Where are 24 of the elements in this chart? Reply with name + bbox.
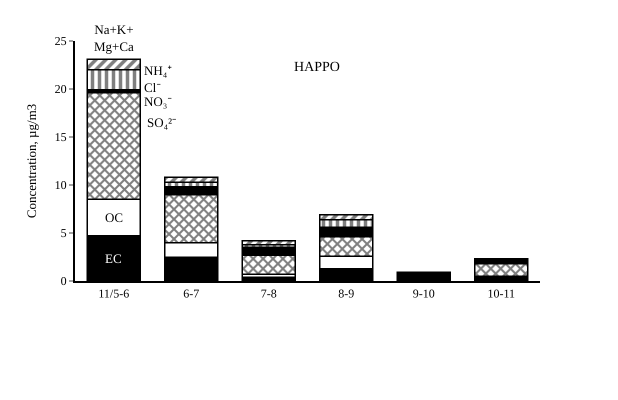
x-tick-label: 8-9 <box>338 286 354 300</box>
y-tick-label: 25 <box>54 34 67 48</box>
x-tick-label: 10-11 <box>487 286 516 300</box>
series-label: NH₄⁺ <box>144 63 172 78</box>
x-tick-label: 7-8 <box>260 286 277 300</box>
series-label: SO₄²⁻ <box>147 115 176 130</box>
y-tick-label: 10 <box>54 178 67 192</box>
x-tick-label: 6-7 <box>183 286 200 300</box>
x-tick-label: 11/5-6 <box>98 286 130 300</box>
bar <box>242 240 296 246</box>
y-tick-label: 0 <box>60 274 67 288</box>
x-tick-label: 9-10 <box>412 286 435 300</box>
y-axis-title: Concentration, µg/m3 <box>24 104 40 218</box>
series-label: NO₃⁻ <box>144 94 172 109</box>
series-label: Cl⁻ <box>144 80 160 95</box>
bar <box>474 262 528 277</box>
series-label: OC <box>105 210 124 225</box>
series-label: Na+K+Mg+Ca <box>94 22 134 54</box>
series-label: EC <box>105 251 122 266</box>
bar <box>242 254 296 276</box>
y-tick-label: 20 <box>54 82 67 96</box>
y-tick-label: 15 <box>54 130 67 144</box>
annotation: HAPPO <box>294 60 340 75</box>
y-tick-label: 5 <box>60 226 67 240</box>
